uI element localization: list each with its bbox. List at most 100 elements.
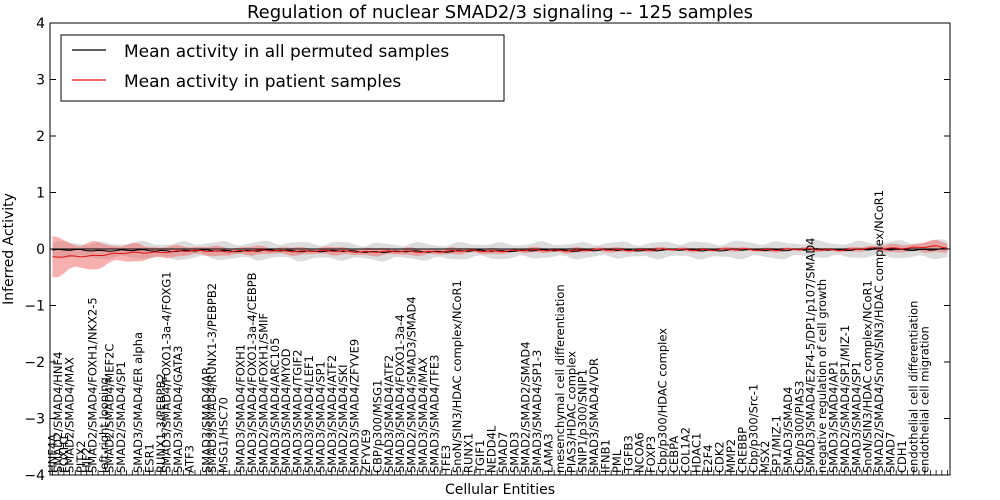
- x-tick-label: left-right looping: [97, 377, 111, 473]
- x-tick-label: SP1/MIZ-1: [770, 415, 784, 473]
- x-tick-label: endothelial cell migration: [918, 326, 932, 473]
- y-tick-label: 0: [36, 242, 45, 258]
- x-tick-label: SMAD3/SMAD4/ATF2: [382, 355, 396, 473]
- x-tick-label: SMAD3/SMAD4/FOXO1-3a-4/CEBPB: [245, 272, 259, 473]
- x-tick-label: SMAD2/SMAD4/SMAD3/SMAD4: [405, 296, 419, 473]
- x-tick-label: SMAD2/SMAD4/FOXH1/SMIF: [256, 313, 270, 473]
- x-tick-label: SMAD2/SMAD4/FOXH1/NKX2-5: [85, 297, 99, 473]
- line-patient-samples: [52, 245, 948, 258]
- x-tick-label: Cbp/p300/HDAC complex: [656, 328, 670, 473]
- x-tick-label: SMAD3/SMAD4/GATA3: [171, 346, 185, 473]
- x-tick-label: endothelial cell differentiation: [906, 301, 920, 473]
- x-tick-label: SNIP1/p300/SNIP1: [576, 369, 590, 473]
- x-tick-label: SMAD3/SMAD4/ZFYVE9: [348, 339, 362, 473]
- x-tick-label: SMAD3/SMAD4: [781, 387, 795, 473]
- x-tick-label: HIF2: [80, 447, 94, 473]
- x-tick-label: TGFB3: [621, 435, 635, 474]
- x-tick-label: SMAD2/SMAD4/HNF4: [51, 352, 65, 473]
- y-tick-label: −2: [24, 355, 45, 371]
- x-tick-label: SMAD3/SMAD4/E2F4-5/DP1/p107/SMAD4: [804, 238, 818, 474]
- category-labels: HNF4ASMAD2/SMAD4/HNF4FOXH1SMAD2/SMAD4/MA…: [46, 190, 932, 474]
- x-tick-label: IFNB1: [599, 439, 613, 473]
- x-tick-label: NCOA6: [633, 432, 647, 473]
- x-tick-label: FOXP3: [644, 436, 658, 473]
- x-tick-label: PML: [610, 449, 624, 473]
- x-tick-label: SMAD2/SMAD4/MAX: [63, 357, 77, 473]
- x-tick-label: PIAS3/HDAC complex: [564, 351, 578, 473]
- x-tick-label: SMAD3/SMAD4/SP1-3: [530, 350, 544, 473]
- x-tick-label: negative regulation of cell growth: [815, 279, 829, 473]
- legend-label-permuted: Mean activity in all permuted samples: [124, 42, 449, 62]
- x-tick-label: HNF4A: [46, 434, 60, 473]
- x-tick-label: E2F4: [701, 444, 715, 473]
- x-tick-label: TFE3: [439, 445, 453, 474]
- x-tick-label: SMAD3/SMAD4/MYOD: [279, 348, 293, 473]
- y-tick-label: 4: [36, 16, 45, 32]
- x-tick-label: SMAD2/SMAD4/SP1: [114, 361, 128, 473]
- x-tick-label: SMAD3/SMAD4/RUNX1-3/PEBPB2: [205, 283, 219, 473]
- y-tick-label: −4: [24, 468, 45, 484]
- x-tick-label: SMAD3/SMAD4/VDR: [587, 358, 601, 473]
- x-tick-label: PITX2: [74, 440, 88, 473]
- x-tick-label: SMAD3/SMAD4/FOXO1-3a-4/FOXG1: [160, 271, 174, 473]
- x-tick-label: SMAD3/SMAD4/LEF1: [302, 355, 316, 473]
- x-tick-label: Cbp/p300/Src-1: [747, 384, 761, 473]
- x-tick-label: SnoN/SIN3/HDAC complex/NCoR1: [450, 280, 464, 473]
- x-axis-ticks: [52, 470, 948, 475]
- chart-title: Regulation of nuclear SMAD2/3 signaling …: [247, 2, 753, 23]
- y-tick-label: 1: [36, 186, 45, 202]
- legend: Mean activity in all permuted samples Me…: [60, 34, 505, 102]
- x-tick-label: HDAC1: [690, 433, 704, 473]
- x-tick-label: ATF3: [182, 445, 196, 473]
- x-tick-label: SMAD7: [496, 432, 510, 473]
- x-tick-label: MMP2: [724, 439, 738, 473]
- x-tick-label: RUNX1: [462, 433, 476, 473]
- x-tick-label: COL1A2: [678, 427, 692, 473]
- legend-label-patient: Mean activity in patient samples: [124, 72, 401, 92]
- x-tick-label: mesenchymal cell differentiation: [553, 284, 567, 473]
- x-tick-label: SMAD2/SMAD4/SnoN/SIN3/HDAC complex/NCoR1: [872, 190, 886, 473]
- x-tick-label: SMAD3/SMAD4/TFE3: [427, 355, 441, 474]
- x-tick-label: CBP/p300/MSG1: [370, 380, 384, 473]
- x-tick-label: SMAD3/SMAD4/MAX: [416, 357, 430, 473]
- x-tick-label: TGIF1: [473, 440, 487, 474]
- x-tick-label: ESR1: [142, 443, 156, 473]
- x-tick-label: SMAD3/SMAD4/SP1: [313, 361, 327, 473]
- x-tick-label: SMAD3/SMAD4/AP1: [827, 361, 841, 473]
- y-tick-label: 2: [36, 129, 45, 145]
- x-tick-label: SMAD2/SMAD4/SP1/MIZ-1: [838, 325, 852, 473]
- x-tick-label: CEBPA: [667, 436, 681, 473]
- x-tick-label: RUNX1-3/PEBPB2: [154, 373, 168, 473]
- x-tick-label: SMAD3/SMAD4/ATF2: [325, 355, 339, 473]
- x-tick-label: ZFYVE9: [359, 429, 373, 473]
- y-axis-label: Inferred Activity: [1, 193, 17, 305]
- x-axis-label: Cellular Entities: [445, 482, 555, 498]
- x-tick-label: SMAD3/SMAD4/TGIF2: [291, 349, 305, 473]
- x-tick-label: CREBBP: [735, 427, 749, 473]
- x-tick-label: CDH1: [895, 440, 909, 473]
- x-tick-label: SMAD2/SMAD4/SKI: [336, 364, 350, 473]
- series-lines: [52, 245, 948, 258]
- x-tick-label: SMAD3/SMAD4/SP1: [849, 361, 863, 473]
- x-tick-label: SMAD3/SMAD4/ER alpha: [131, 332, 145, 473]
- x-tick-label: Cbp/p300/PIAS3: [792, 381, 806, 473]
- x-tick-label: SnoN/SIN3/HDAC complex/NCoR1: [861, 280, 875, 473]
- x-tick-label: LAMA3: [542, 433, 556, 473]
- y-tick-label: −3: [24, 412, 45, 428]
- plot-frame: [49, 22, 951, 476]
- y-tick-label: −1: [24, 299, 45, 315]
- x-tick-label: FOXH1: [57, 434, 71, 473]
- x-tick-label: SMAD3/SMAD4/FOXH1: [234, 344, 248, 473]
- x-tick-label: SMAD2/SMAD4/MEF2C: [103, 344, 117, 473]
- x-tick-label: SMAD3/SMAD4/FOXO1-3a-4: [393, 314, 407, 473]
- x-tick-label: SMAD3: [507, 432, 521, 473]
- x-tick-label: MSX2: [758, 441, 772, 473]
- x-tick-label: SMAD7: [884, 432, 898, 473]
- x-tick-label: MSG1/HSC70: [217, 397, 231, 473]
- y-tick-label: 3: [36, 73, 45, 89]
- x-tick-label: SMAD3/SMAD4/ARC105: [268, 337, 282, 473]
- x-tick-label: NEDD4L: [484, 425, 498, 473]
- legend-frame: [60, 34, 505, 102]
- x-tick-label: SMAD2/SMAD2/SMAD4: [519, 341, 533, 473]
